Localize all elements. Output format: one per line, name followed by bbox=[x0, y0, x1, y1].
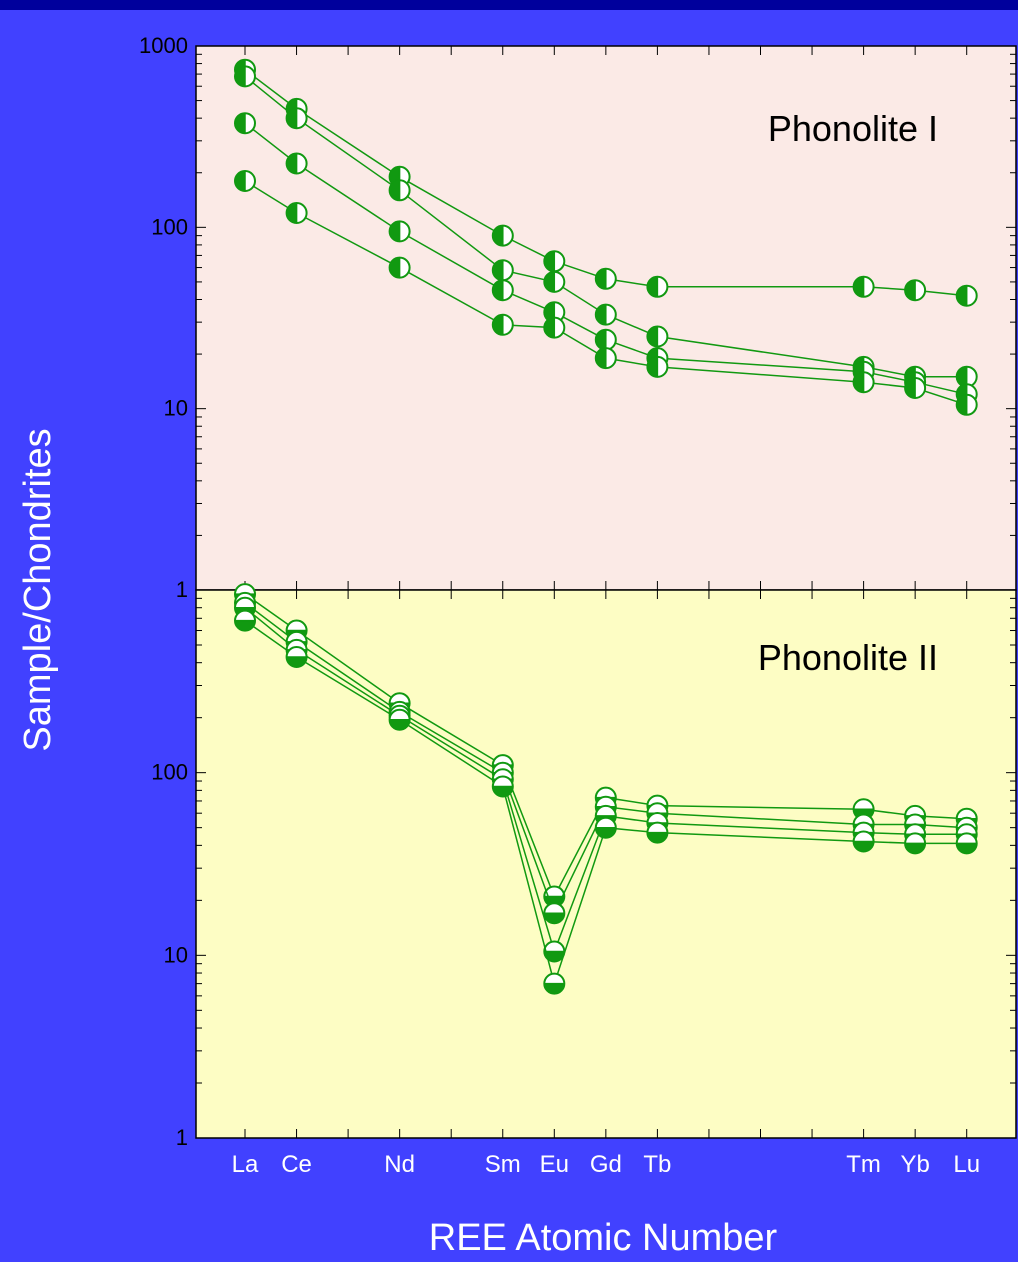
data-point bbox=[285, 202, 308, 224]
data-point bbox=[234, 65, 256, 88]
data-point bbox=[904, 377, 927, 399]
data-point bbox=[285, 107, 308, 130]
data-point bbox=[594, 347, 617, 370]
y-tick-label: 10 bbox=[164, 396, 188, 421]
data-point bbox=[955, 284, 978, 307]
data-point bbox=[491, 313, 514, 336]
data-point bbox=[594, 816, 617, 839]
panel-title: Phonolite I bbox=[768, 108, 938, 149]
x-tick-label: Tb bbox=[643, 1151, 671, 1178]
data-point bbox=[491, 224, 514, 247]
data-point bbox=[543, 902, 566, 925]
data-point bbox=[646, 325, 669, 348]
plot-area bbox=[195, 589, 1017, 1139]
series-line bbox=[244, 75, 967, 378]
data-point bbox=[388, 708, 411, 731]
data-point bbox=[955, 393, 978, 416]
panel-phonolite-2: 100 10 1 Phonolite II bbox=[151, 583, 1017, 1150]
x-tick-label: Yb bbox=[900, 1151, 929, 1178]
data-point bbox=[388, 220, 411, 243]
title-bar bbox=[0, 0, 1018, 10]
data-point bbox=[594, 328, 617, 351]
data-point bbox=[852, 371, 875, 394]
series-line bbox=[244, 180, 967, 406]
x-tick-label: La bbox=[232, 1151, 259, 1178]
y-tick-label: 1 bbox=[176, 577, 188, 602]
data-point bbox=[904, 279, 927, 302]
data-point bbox=[285, 152, 308, 175]
data-point bbox=[491, 279, 514, 302]
data-point bbox=[543, 250, 566, 273]
data-point bbox=[491, 259, 514, 282]
data-point bbox=[594, 267, 617, 290]
data-point bbox=[543, 972, 566, 995]
data-point bbox=[646, 821, 669, 844]
y-tick-label: 10 bbox=[164, 942, 188, 967]
series-line bbox=[244, 619, 967, 987]
x-tick-label: Ce bbox=[281, 1151, 312, 1178]
data-point bbox=[388, 179, 411, 202]
x-tick-label: Eu bbox=[540, 1151, 569, 1178]
data-point bbox=[646, 275, 669, 298]
data-point bbox=[388, 256, 411, 279]
y-tick-label: 100 bbox=[151, 214, 188, 239]
x-tick-label: Gd bbox=[590, 1151, 622, 1178]
data-point bbox=[543, 270, 566, 293]
x-tick-label: Lu bbox=[953, 1151, 980, 1178]
series-line bbox=[244, 122, 967, 396]
series-line bbox=[244, 607, 967, 954]
data-point bbox=[852, 275, 875, 298]
panel-phonolite-1: 1000 100 10 1 Phonolite I bbox=[139, 33, 1017, 602]
data-point bbox=[852, 830, 875, 853]
data-point bbox=[594, 303, 617, 326]
y-tick-label: 100 bbox=[151, 760, 188, 785]
data-point bbox=[543, 316, 566, 339]
y-tick-label: 1 bbox=[176, 1125, 188, 1150]
y-tick-label: 1000 bbox=[139, 33, 188, 58]
x-tick-label: Tm bbox=[846, 1151, 881, 1178]
series-line bbox=[244, 602, 967, 916]
data-point bbox=[904, 832, 927, 855]
x-tick-label: Sm bbox=[485, 1151, 521, 1178]
data-point bbox=[955, 832, 978, 855]
series-line bbox=[244, 593, 967, 899]
x-tick-label: Nd bbox=[384, 1151, 415, 1178]
data-point bbox=[234, 112, 256, 135]
x-axis-labels: La Ce Nd Sm Eu Gd Tb Tm Yb Lu bbox=[232, 1151, 980, 1178]
data-point bbox=[285, 646, 308, 668]
y-axis-title: Sample/Chondrites bbox=[17, 428, 59, 751]
data-point bbox=[234, 609, 256, 632]
data-point bbox=[234, 170, 256, 192]
series-line bbox=[244, 69, 967, 297]
x-axis-title: REE Atomic Number bbox=[429, 1217, 778, 1259]
data-point bbox=[491, 775, 514, 798]
data-point bbox=[646, 355, 669, 378]
panel-title: Phonolite II bbox=[758, 637, 938, 678]
